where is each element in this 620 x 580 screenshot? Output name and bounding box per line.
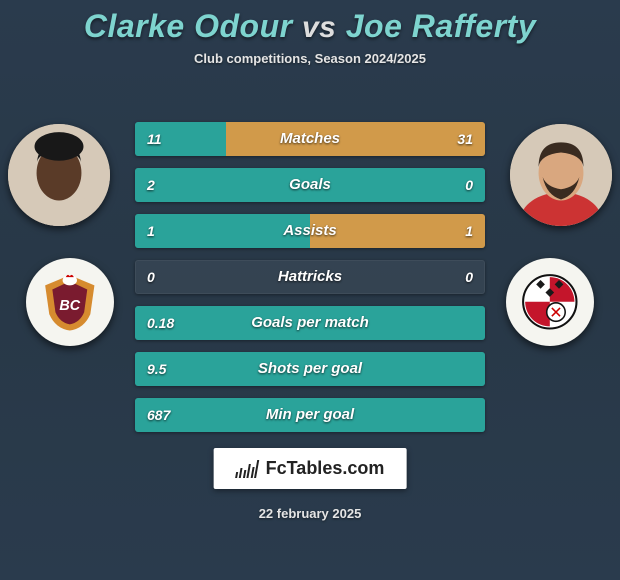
stat-value-left: 9.5 bbox=[147, 352, 166, 386]
title-vs: vs bbox=[302, 11, 336, 44]
stat-value-left: 0.18 bbox=[147, 306, 174, 340]
stat-value-left: 2 bbox=[147, 168, 155, 202]
stat-row: Goals2 0 bbox=[135, 168, 485, 202]
stat-value-left: 1 bbox=[147, 214, 155, 248]
comparison-date: 22 february 2025 bbox=[0, 506, 620, 521]
player2-club-crest bbox=[506, 258, 594, 346]
player1-name: Clarke Odour bbox=[84, 8, 293, 44]
stat-label: Goals bbox=[135, 168, 485, 202]
stat-row: Shots per goal9.5 bbox=[135, 352, 485, 386]
stat-value-right: 0 bbox=[465, 168, 473, 202]
brand-logo-icon bbox=[236, 460, 258, 478]
stat-label: Min per goal bbox=[135, 398, 485, 432]
stats-comparison: Matches1131Goals20Assists11Hattricks00Go… bbox=[135, 122, 485, 444]
player1-club-crest: BC bbox=[26, 258, 114, 346]
brand-watermark: FcTables.com bbox=[214, 448, 407, 489]
subtitle: Club competitions, Season 2024/2025 bbox=[0, 51, 620, 66]
stat-label: Goals per match bbox=[135, 306, 485, 340]
player2-avatar bbox=[510, 124, 612, 226]
stat-label: Hattricks bbox=[135, 260, 485, 294]
brand-text: FcTables.com bbox=[266, 458, 385, 479]
svg-text:BC: BC bbox=[60, 298, 81, 314]
stat-row: Assists1 1 bbox=[135, 214, 485, 248]
player2-name: Joe Rafferty bbox=[346, 8, 536, 44]
stat-value-right: 0 bbox=[465, 260, 473, 294]
stat-row: Hattricks0 0 bbox=[135, 260, 485, 294]
stat-value-left: 11 bbox=[147, 122, 162, 156]
stat-label: Matches bbox=[135, 122, 485, 156]
stat-label: Shots per goal bbox=[135, 352, 485, 386]
stat-row: Matches11 31 bbox=[135, 122, 485, 156]
stat-value-left: 0 bbox=[147, 260, 155, 294]
stat-value-left: 687 bbox=[147, 398, 170, 432]
comparison-title: Clarke Odour vs Joe Rafferty bbox=[0, 0, 620, 45]
stat-row: Min per goal687 bbox=[135, 398, 485, 432]
stat-value-right: 31 bbox=[457, 122, 473, 156]
stat-row: Goals per match0.18 bbox=[135, 306, 485, 340]
stat-value-right: 1 bbox=[465, 214, 473, 248]
player1-avatar bbox=[8, 124, 110, 226]
stat-label: Assists bbox=[135, 214, 485, 248]
